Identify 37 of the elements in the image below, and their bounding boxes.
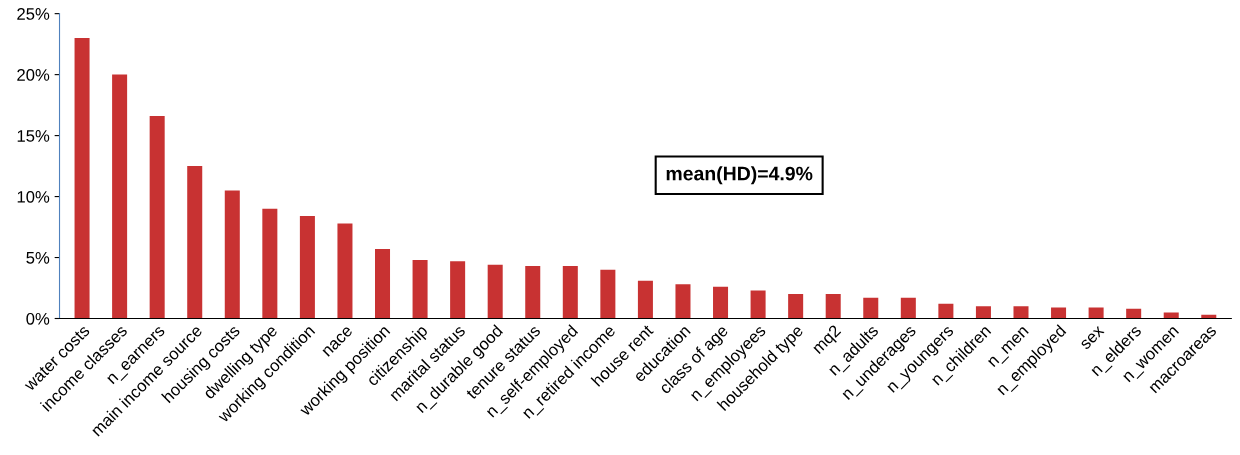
bar [713, 286, 729, 319]
y-tick-label: 5% [26, 252, 50, 264]
bar [262, 208, 278, 319]
y-tick-label: 10% [17, 190, 50, 203]
bar [788, 294, 804, 319]
bar [562, 266, 578, 319]
bar [112, 74, 128, 319]
bar [450, 261, 466, 319]
bar [187, 166, 203, 319]
bar [863, 297, 879, 319]
bar [1051, 307, 1067, 319]
bar [637, 280, 653, 319]
bar [149, 116, 165, 319]
bar [1126, 308, 1142, 319]
bar [1013, 306, 1029, 319]
bar [487, 264, 503, 319]
bar [525, 266, 541, 319]
bar [337, 223, 353, 319]
annotation: mean(HD)=4.9% [666, 166, 813, 185]
bar [975, 306, 991, 319]
bar [938, 303, 954, 319]
bar [74, 38, 90, 319]
y-tick-label: 20% [17, 69, 50, 81]
bar [299, 216, 315, 319]
y-tick-label: 15% [17, 130, 50, 142]
bar [224, 190, 240, 319]
bar [675, 284, 691, 319]
bar [600, 269, 616, 319]
y-tick-label: 25% [17, 8, 50, 20]
bar [900, 297, 916, 319]
y-tick-label: 0% [26, 312, 50, 325]
bar [1163, 312, 1179, 319]
bar [825, 294, 841, 319]
bar [750, 290, 766, 319]
bar [375, 248, 391, 319]
bar [1088, 307, 1104, 319]
bar [412, 259, 428, 319]
